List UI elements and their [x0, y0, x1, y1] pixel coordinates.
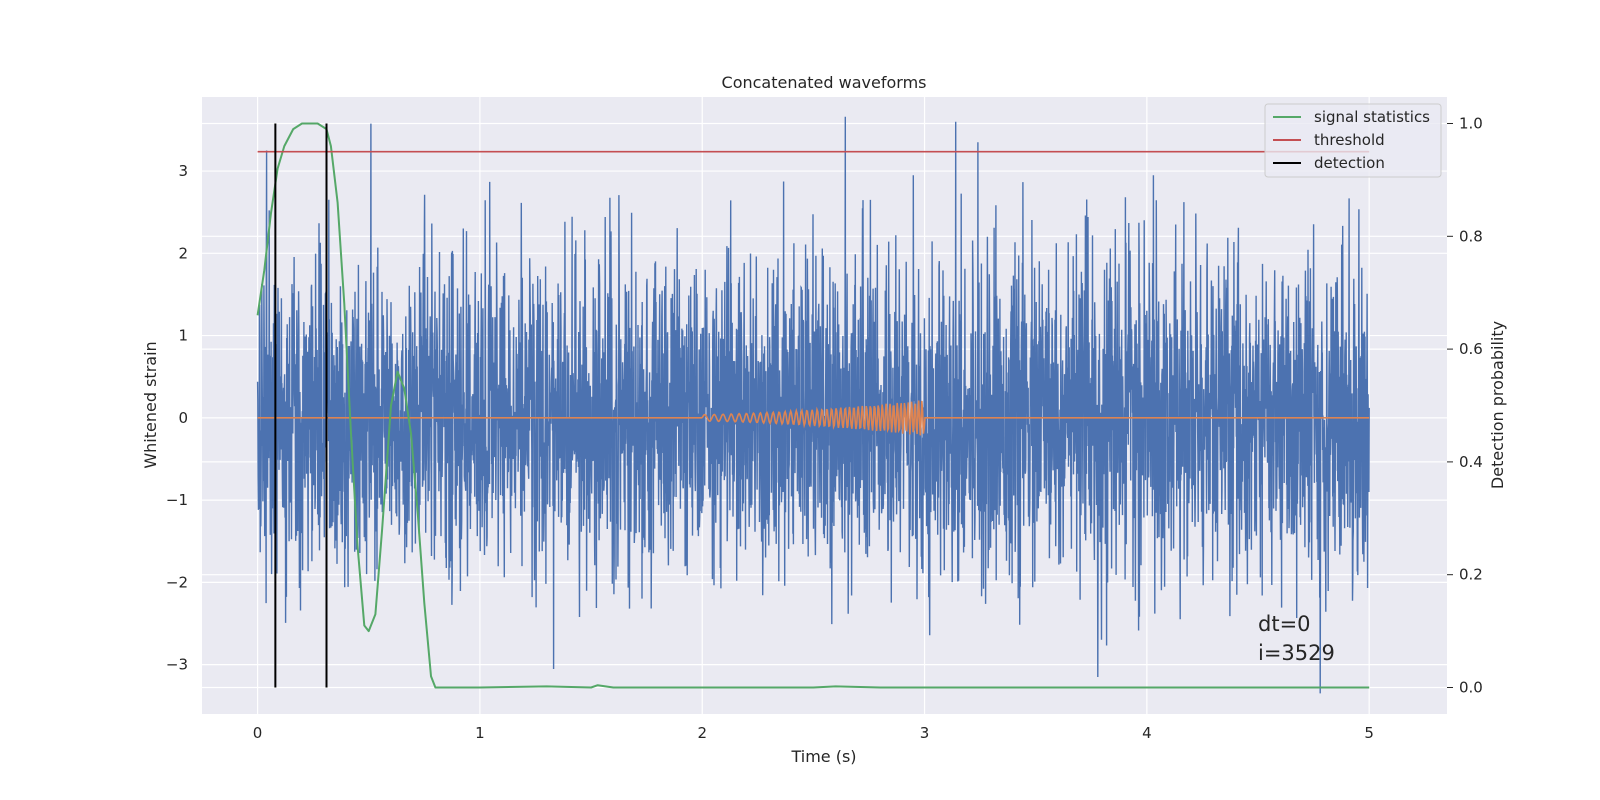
y-tick-label: −2: [166, 573, 188, 591]
axes-layer: 0 1 2 3 4 5 −3 −2 −1 0 1 2 3 0.0 0.2 0.4 0.6 0.8 1.0: [166, 115, 1483, 742]
y-tick-label: 2: [178, 244, 188, 262]
y-tick-label: −1: [166, 491, 188, 509]
x-tick-label: 2: [697, 724, 707, 742]
x-tick-label: 5: [1364, 724, 1374, 742]
legend-label-threshold: threshold: [1314, 131, 1385, 149]
y-axis-label: Whitened strain: [141, 341, 160, 468]
series-signal-statistics-line: [256, 122, 1370, 689]
x-axis-label: Time (s): [790, 747, 856, 766]
noise-layer: [256, 116, 1370, 694]
y-tick-label: −3: [166, 656, 188, 674]
y2-tick-label: 0.8: [1459, 227, 1483, 245]
annotation-i: i=3529: [1258, 641, 1335, 665]
x-tick-label: 3: [920, 724, 930, 742]
series-noise-line: [256, 116, 1370, 694]
legend-label-signal-statistics: signal statistics: [1314, 108, 1430, 126]
x-tick-label: 1: [475, 724, 485, 742]
legend-label-detection: detection: [1314, 154, 1385, 172]
annotation-dt: dt=0: [1258, 612, 1311, 636]
y2-tick-label: 0.6: [1459, 340, 1483, 358]
series-chirp-line: [257, 400, 1370, 436]
y2-tick-label: 0.0: [1459, 678, 1483, 696]
legend: signal statistics threshold detection: [1264, 103, 1442, 178]
legend-box: [1264, 103, 1442, 178]
y2-tick-label: 0.2: [1459, 566, 1483, 584]
x-tick-label: 0: [253, 724, 263, 742]
y2-tick-label: 0.4: [1459, 453, 1483, 471]
y2-tick-label: 1.0: [1459, 115, 1483, 133]
y2-axis-label: Detection probability: [1488, 321, 1507, 489]
series-layer: [256, 122, 1370, 689]
chart-title: Concatenated waveforms: [722, 73, 927, 92]
x-tick-label: 4: [1142, 724, 1152, 742]
y-tick-label: 1: [178, 327, 188, 345]
y-tick-label: 0: [178, 409, 188, 427]
y-tick-label: 3: [178, 162, 188, 180]
